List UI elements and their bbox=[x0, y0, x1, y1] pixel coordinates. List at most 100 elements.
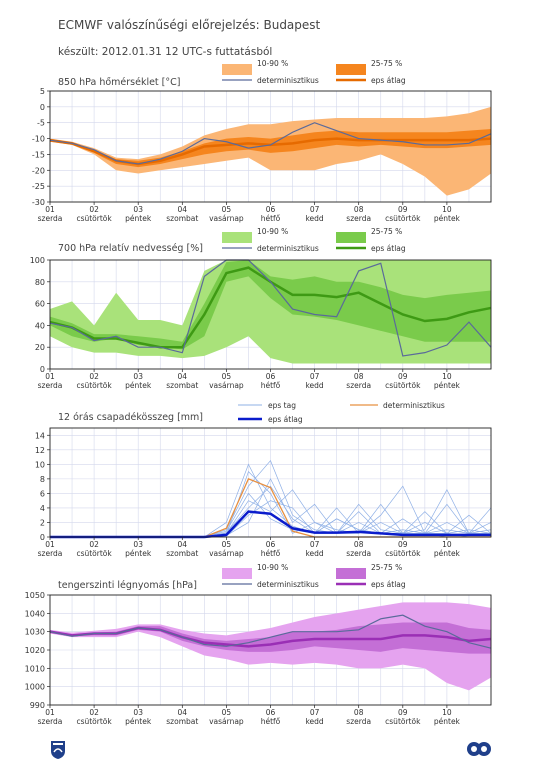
series-det-pres bbox=[49, 614, 492, 649]
xtick-date-temp: 09 bbox=[398, 205, 408, 214]
xtick-day-temp: szerda bbox=[38, 214, 63, 223]
ytick-label-precip: 8 bbox=[40, 475, 45, 484]
xtick-date-pres: 09 bbox=[398, 708, 408, 717]
xtick-day-pres: csütörtök bbox=[385, 717, 421, 726]
xtick-day-precip: csütörtök bbox=[385, 549, 421, 558]
xtick-date-pres: 05 bbox=[222, 708, 232, 717]
ytick-label-temp: 0 bbox=[40, 103, 45, 112]
xtick-day-pres: vasárnap bbox=[209, 717, 244, 726]
xtick-date-precip: 10 bbox=[442, 540, 452, 549]
chart-title-hum: 700 hPa relatív nedvesség [%] bbox=[58, 243, 203, 254]
xtick-day-precip: hétfő bbox=[261, 549, 281, 558]
xtick-day-temp: vasárnap bbox=[209, 214, 244, 223]
xtick-day-hum: kedd bbox=[305, 381, 323, 390]
xtick-day-temp: csütörtök bbox=[76, 214, 112, 223]
xtick-day-precip: szombat bbox=[166, 549, 198, 558]
ytick-label-temp: -15 bbox=[32, 150, 45, 159]
xtick-day-hum: péntek bbox=[434, 381, 461, 390]
ytick-label-pres: 1050 bbox=[25, 591, 45, 600]
xtick-day-hum: hétfő bbox=[261, 381, 281, 390]
xtick-date-hum: 02 bbox=[89, 372, 99, 381]
xtick-date-temp: 10 bbox=[442, 205, 452, 214]
legend-label-members: eps tag bbox=[268, 401, 296, 410]
ytick-label-precip: 6 bbox=[40, 489, 45, 498]
xtick-date-pres: 08 bbox=[354, 708, 364, 717]
ytick-label-hum: 80 bbox=[35, 278, 45, 287]
ytick-label-temp: -20 bbox=[32, 166, 45, 175]
ytick-label-precip: 10 bbox=[35, 460, 45, 469]
xtick-date-precip: 03 bbox=[133, 540, 143, 549]
ytick-label-precip: 4 bbox=[40, 504, 45, 513]
ytick-label-precip: 14 bbox=[35, 431, 45, 440]
ytick-label-temp: 5 bbox=[40, 87, 45, 96]
xtick-date-temp: 02 bbox=[89, 205, 99, 214]
ytick-label-precip: 0 bbox=[40, 533, 45, 542]
legend-label-band-inner-pres: 25-75 % bbox=[371, 563, 402, 572]
ytick-label-precip: 2 bbox=[40, 518, 45, 527]
xtick-date-temp: 01 bbox=[45, 205, 55, 214]
xtick-date-precip: 02 bbox=[89, 540, 99, 549]
ytick-label-temp: -30 bbox=[32, 198, 45, 207]
xtick-day-temp: péntek bbox=[434, 214, 461, 223]
xtick-day-precip: szerda bbox=[346, 549, 371, 558]
chart-title-pres: tengerszinti légnyomás [hPa] bbox=[58, 580, 197, 591]
ytick-label-temp: -10 bbox=[32, 135, 45, 144]
band-inner-hum bbox=[50, 260, 491, 350]
legend-label-band-outer-temp: 10-90 % bbox=[257, 59, 288, 68]
xtick-date-precip: 04 bbox=[178, 540, 188, 549]
legend-label-mean-temp: eps átlag bbox=[371, 76, 406, 85]
xtick-date-precip: 05 bbox=[222, 540, 232, 549]
ytick-label-pres: 1040 bbox=[25, 609, 45, 618]
page-title: ECMWF valószínűségi előrejelzés: Budapes… bbox=[58, 18, 321, 32]
legend-swatch-band-outer-temp bbox=[222, 64, 252, 75]
xtick-day-pres: kedd bbox=[305, 717, 323, 726]
xtick-day-pres: csütörtök bbox=[76, 717, 112, 726]
xtick-day-precip: péntek bbox=[125, 549, 152, 558]
ecmwf-logo-icon bbox=[467, 742, 491, 756]
legend-label-band-outer-pres: 10-90 % bbox=[257, 563, 288, 572]
omsz-logo-icon bbox=[51, 741, 65, 759]
xtick-day-precip: kedd bbox=[305, 549, 323, 558]
legend-label-band-inner-hum: 25-75 % bbox=[371, 227, 402, 236]
xtick-date-hum: 05 bbox=[222, 372, 232, 381]
xtick-day-temp: péntek bbox=[125, 214, 152, 223]
xtick-date-temp: 07 bbox=[310, 205, 320, 214]
ytick-label-temp: -25 bbox=[32, 182, 45, 191]
series-det-hum bbox=[49, 259, 492, 357]
xtick-date-precip: 06 bbox=[266, 540, 276, 549]
chart-title-precip: 12 órás csapadékösszeg [mm] bbox=[58, 412, 203, 423]
ytick-label-hum: 40 bbox=[35, 321, 45, 330]
ytick-label-pres: 1000 bbox=[25, 683, 45, 692]
xtick-day-pres: szombat bbox=[166, 717, 198, 726]
xtick-date-hum: 04 bbox=[178, 372, 188, 381]
xtick-date-pres: 04 bbox=[178, 708, 188, 717]
ytick-label-pres: 1020 bbox=[25, 646, 45, 655]
band-inner-temp bbox=[50, 129, 491, 168]
xtick-day-hum: szombat bbox=[166, 381, 198, 390]
xtick-date-hum: 06 bbox=[266, 372, 276, 381]
ytick-label-pres: 990 bbox=[30, 701, 45, 710]
ytick-label-hum: 0 bbox=[40, 365, 45, 374]
xtick-date-precip: 08 bbox=[354, 540, 364, 549]
xtick-day-precip: szerda bbox=[38, 549, 63, 558]
legend-label-det-pres: determinisztikus bbox=[257, 580, 319, 589]
xtick-day-temp: kedd bbox=[305, 214, 323, 223]
xtick-date-temp: 08 bbox=[354, 205, 364, 214]
xtick-date-pres: 10 bbox=[442, 708, 452, 717]
xtick-day-pres: szerda bbox=[38, 717, 63, 726]
xtick-day-pres: hétfő bbox=[261, 717, 281, 726]
ytick-label-pres: 1010 bbox=[25, 664, 45, 673]
xtick-day-temp: szerda bbox=[346, 214, 371, 223]
ytick-label-hum: 100 bbox=[30, 256, 45, 265]
legend-label-mean-pres: eps átlag bbox=[371, 580, 406, 589]
xtick-date-pres: 03 bbox=[133, 708, 143, 717]
xtick-day-precip: vasárnap bbox=[209, 549, 244, 558]
legend-label-det-temp: determinisztikus bbox=[257, 76, 319, 85]
xtick-date-pres: 02 bbox=[89, 708, 99, 717]
ytick-label-pres: 1030 bbox=[25, 628, 45, 637]
xtick-day-precip: péntek bbox=[434, 549, 461, 558]
xtick-day-hum: szerda bbox=[346, 381, 371, 390]
xtick-day-temp: csütörtök bbox=[385, 214, 421, 223]
xtick-date-pres: 07 bbox=[310, 708, 320, 717]
